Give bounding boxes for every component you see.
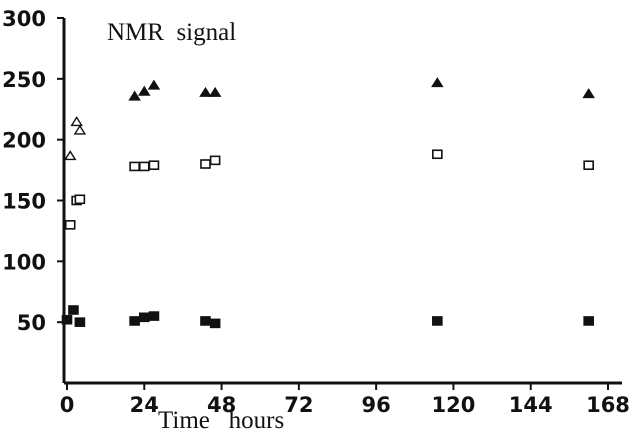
filled-square-point xyxy=(68,305,79,315)
y-tick-label: 200 xyxy=(2,129,46,153)
filled-triangle-point xyxy=(199,86,212,97)
filled-square-point xyxy=(74,317,86,327)
filled-triangle-point xyxy=(431,77,444,88)
chart-annotation: NMR signal xyxy=(107,19,236,46)
filled-triangle-point xyxy=(147,79,161,90)
y-tick-label: 100 xyxy=(2,250,46,274)
open-square-point xyxy=(583,160,594,171)
x-tick-label: 168 xyxy=(586,393,630,417)
y-tick-label: 250 xyxy=(2,68,46,92)
x-tick-label: 72 xyxy=(284,393,313,417)
filled-square-point xyxy=(138,312,150,323)
filled-triangle-point xyxy=(582,88,595,99)
open-triangle-point xyxy=(73,124,87,135)
data-points xyxy=(61,77,595,329)
filled-square-point xyxy=(61,314,73,325)
x-tick-label: 120 xyxy=(432,393,476,417)
filled-triangle-point xyxy=(128,90,141,101)
axes xyxy=(62,18,622,385)
open-square-point xyxy=(148,160,160,171)
x-tick-label: 0 xyxy=(60,393,75,417)
filled-square-point xyxy=(200,316,211,326)
filled-square-point xyxy=(432,316,443,326)
open-square-point xyxy=(209,155,221,166)
filled-square-point xyxy=(583,316,594,326)
open-square-point xyxy=(129,161,140,172)
x-axis-label: Time hours xyxy=(158,407,284,434)
y-tick-label: 150 xyxy=(2,190,46,214)
tick-labels: 0 24 48 72 96 120 144 168 50 100 150 200 250 300 xyxy=(2,7,630,417)
filled-square-point xyxy=(148,311,160,321)
x-tick-label: 24 xyxy=(130,393,159,417)
filled-square-point xyxy=(209,318,221,329)
y-tick-label: 300 xyxy=(2,7,46,31)
y-tick-label: 50 xyxy=(17,311,46,335)
x-tick-label: 48 xyxy=(207,393,236,417)
open-square-point xyxy=(432,149,443,160)
open-square-point xyxy=(138,161,150,172)
open-square-point xyxy=(64,220,76,230)
filled-triangle-point xyxy=(208,86,222,97)
filled-square-point xyxy=(129,316,140,326)
open-triangle-point xyxy=(70,116,83,127)
open-square-point xyxy=(74,194,86,205)
filled-triangle-point xyxy=(138,85,151,96)
x-tick-label: 144 xyxy=(509,393,553,417)
open-square-point xyxy=(200,159,211,169)
ticks xyxy=(57,17,609,390)
x-tick-label: 96 xyxy=(362,393,391,417)
open-triangle-point xyxy=(63,150,77,161)
